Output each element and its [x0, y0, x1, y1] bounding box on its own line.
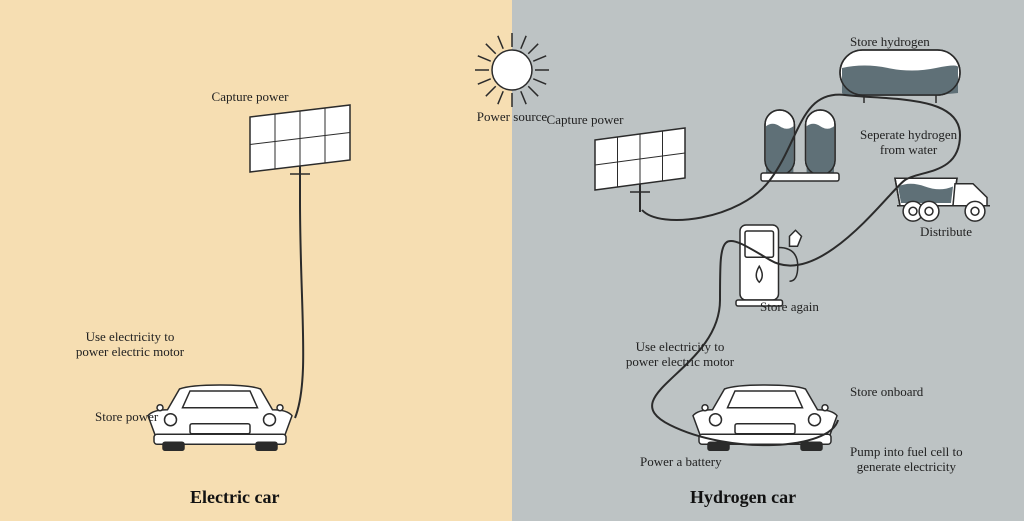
- panel-electric: [0, 0, 512, 521]
- tank-label: Store hydrogen: [850, 35, 930, 50]
- electrolyser-label: Seperate hydrogen from water: [860, 128, 957, 158]
- truck-label: Distribute: [920, 225, 972, 240]
- left-store-power-label: Store power: [95, 410, 158, 425]
- left-title: Electric car: [190, 487, 279, 508]
- pump-label: Store again: [760, 300, 819, 315]
- right-pump-fuelcell-label: Pump into fuel cell to generate electric…: [850, 445, 963, 475]
- right-use-electricity-label: Use electricity to power electric motor: [626, 340, 734, 370]
- sun-label: Power source: [477, 110, 547, 125]
- diagram-stage: Power source Capture power Use electrici…: [0, 0, 1024, 521]
- left-solar-label: Capture power: [212, 90, 289, 105]
- panel-hydrogen: [512, 0, 1024, 521]
- right-solar-label: Capture power: [547, 113, 624, 128]
- right-power-battery-label: Power a battery: [640, 455, 722, 470]
- left-use-electricity-label: Use electricity to power electric motor: [76, 330, 184, 360]
- right-store-onboard-label: Store onboard: [850, 385, 923, 400]
- right-title: Hydrogen car: [690, 487, 796, 508]
